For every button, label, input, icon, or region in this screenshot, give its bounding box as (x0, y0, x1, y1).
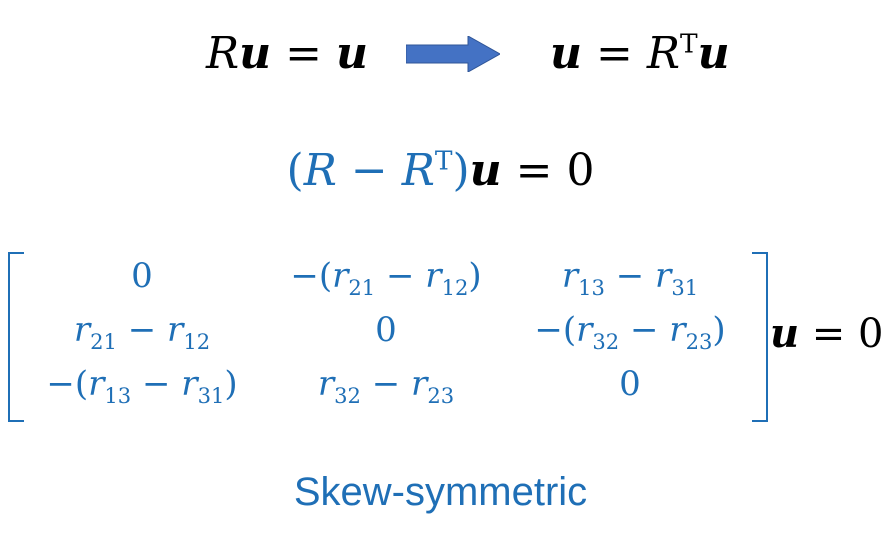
left-bracket (8, 252, 24, 422)
equals-zero: = 0 (799, 311, 881, 357)
skew-symmetric-matrix: 0 −(r21 − r12) r13 − r31 r21 − r12 0 −(r… (8, 250, 768, 422)
matrix-cell: −(r13 − r31) (46, 364, 238, 408)
matrix-cell: r32 − r23 (317, 364, 455, 408)
right-bracket (752, 252, 768, 422)
symbol-u: u (335, 28, 368, 79)
caption-skew-symmetric: Skew-symmetric (293, 470, 588, 514)
transpose-superscript: T (434, 145, 453, 177)
matrix-cell: 0 (619, 364, 641, 404)
symbol-u: u (770, 310, 800, 357)
matrix-cell: 0 (131, 256, 153, 296)
equals-zero: = 0 (501, 145, 595, 196)
symbol-u: u (239, 28, 272, 79)
symbol-u: u (697, 28, 730, 79)
equation-difference: (R − RT)u = 0 (0, 145, 881, 196)
right-arrow-icon (406, 36, 500, 72)
symbol-u: u (550, 28, 582, 79)
equation-fixed-axis: Ru = u (206, 28, 368, 79)
matrix-equation-rhs: u = 0 (770, 310, 881, 357)
matrix-cell: −(r21 − r12) (290, 256, 482, 300)
symbol-R: R (303, 145, 337, 196)
matrix-cell: −(r32 − r23) (534, 310, 726, 354)
symbol-u: u (469, 145, 502, 196)
symbol-R: R (401, 145, 435, 196)
equals-sign: = (582, 28, 647, 79)
matrix-cell: 0 (375, 310, 397, 350)
symbol-R: R (206, 28, 240, 79)
equals-sign: = (271, 28, 336, 79)
symbol-R: R (646, 28, 680, 79)
equation-transpose: u = RTu (550, 28, 730, 79)
matrix-cell: r21 − r12 (73, 310, 211, 354)
minus-sign: − (336, 145, 402, 196)
transpose-superscript: T (679, 28, 698, 60)
matrix-cell: r13 − r31 (561, 256, 699, 300)
open-paren: ( (286, 145, 304, 196)
close-paren: ) (452, 145, 470, 196)
